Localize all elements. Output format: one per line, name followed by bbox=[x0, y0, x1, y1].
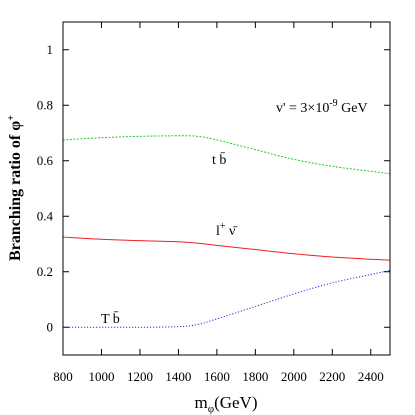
x-tick-label: 2000 bbox=[281, 369, 307, 384]
y-tick-label: 0.6 bbox=[37, 153, 54, 168]
series-label-lnu: l+ ν̄ bbox=[216, 221, 238, 239]
x-tick-label: 2400 bbox=[358, 369, 384, 384]
x-tick-label: 1400 bbox=[165, 369, 191, 384]
x-tick-label: 2200 bbox=[319, 369, 345, 384]
y-tick-label: 1 bbox=[47, 42, 54, 57]
y-axis-title: Branching ratio of φ+ bbox=[6, 115, 24, 261]
x-tick-label: 800 bbox=[53, 369, 73, 384]
y-tick-label: 0.8 bbox=[37, 97, 53, 112]
series-line-1 bbox=[62, 236, 391, 261]
series-line-0 bbox=[62, 135, 391, 175]
plot-frame bbox=[62, 21, 391, 356]
data-curves bbox=[62, 135, 391, 328]
x-tick-label: 1200 bbox=[127, 369, 153, 384]
y-tick-label: 0.4 bbox=[37, 208, 54, 223]
x-tick-label: 1800 bbox=[242, 369, 268, 384]
x-axis-title: mφ(GeV) bbox=[194, 393, 257, 415]
series-label-tb: t b̄ bbox=[212, 152, 226, 168]
x-tick-label: 1600 bbox=[204, 369, 230, 384]
axis-ticks: 800 1000 1200 1400 1600 1800 2000 2200 2400 0 0.2 0… bbox=[37, 22, 390, 384]
y-tick-label: 0.2 bbox=[37, 264, 53, 279]
x-tick-label: 1000 bbox=[88, 369, 114, 384]
vev-annotation: v' = 3×10-9 GeV bbox=[276, 98, 368, 116]
y-tick-label: 0 bbox=[47, 319, 54, 334]
series-label-Tb: T b̄ bbox=[101, 311, 120, 327]
